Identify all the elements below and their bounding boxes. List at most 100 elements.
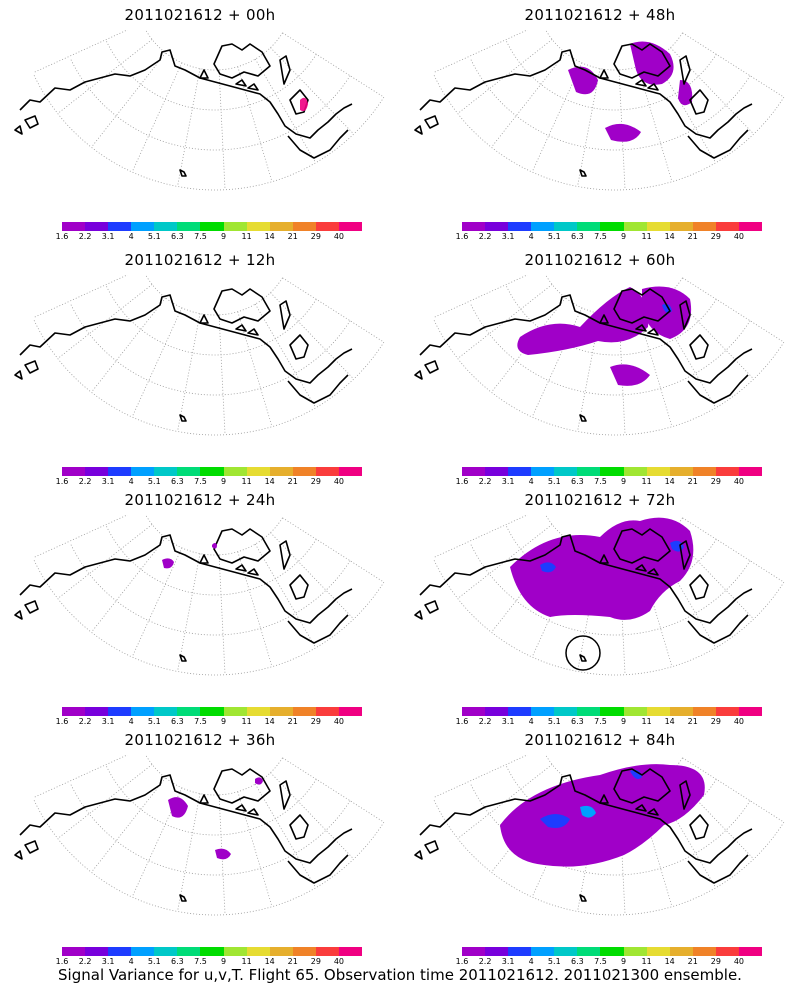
colorbar-swatch <box>223 707 247 716</box>
coastline <box>599 554 609 564</box>
colorbar-swatch <box>246 947 270 956</box>
colorbar-label: 5.1 <box>547 477 561 486</box>
colorbar-swatch <box>462 707 486 716</box>
colorbar-label: 21 <box>287 477 298 486</box>
variance-blob <box>162 558 174 569</box>
meridian-line <box>177 68 201 187</box>
meridian-line <box>282 277 385 343</box>
coastline <box>19 294 353 384</box>
panel-12h: 2011021612 + 12h 1.6 2.2 3.1 4 5.1 6.3 7.5 9 11 1… <box>0 245 400 486</box>
variance-blob <box>610 364 650 386</box>
coastline <box>414 850 423 860</box>
colorbar-swatch <box>85 467 109 476</box>
colorbar-label: 11 <box>641 477 652 486</box>
colorbar-swatch <box>62 222 86 231</box>
meridian-line <box>670 47 755 135</box>
colorbar-swatch <box>485 947 509 956</box>
colorbar-label: 14 <box>664 477 675 486</box>
map-12h <box>14 275 385 436</box>
colorbar-label: 3.1 <box>101 957 115 966</box>
variance-blob <box>678 80 693 106</box>
coastline <box>24 840 39 854</box>
colorbar-swatch <box>715 467 739 476</box>
colorbar-swatch <box>462 947 486 956</box>
latitude-circle <box>33 799 385 916</box>
coastline <box>213 288 271 324</box>
colorbar-swatch <box>485 707 509 716</box>
coastline <box>579 894 587 902</box>
colorbar-label: 29 <box>310 477 321 486</box>
colorbar-label: 1.6 <box>55 232 69 241</box>
meridian-line <box>577 68 601 187</box>
colorbar-label: 29 <box>710 477 721 486</box>
coastline <box>679 55 691 85</box>
colorbar-swatches <box>62 947 363 956</box>
colorbar-swatch <box>338 467 363 476</box>
meridian-line <box>670 772 755 860</box>
colorbar-label: 40 <box>733 477 745 486</box>
coastline <box>14 610 23 620</box>
coastline <box>419 534 753 624</box>
colorbar-label: 6.3 <box>171 232 184 241</box>
colorbar-swatch <box>531 222 555 231</box>
colorbar-swatch <box>315 707 339 716</box>
latitude-circle <box>69 542 351 636</box>
colorbar-swatch <box>269 222 293 231</box>
variance-blob <box>510 517 694 620</box>
colorbar-label: 4 <box>128 477 134 486</box>
colorbar-swatch <box>554 947 578 956</box>
coastline <box>424 115 439 129</box>
colorbar-swatch <box>292 707 316 716</box>
meridian-line <box>91 537 166 633</box>
meridian-line <box>237 791 273 907</box>
colorbar-swatch <box>600 467 624 476</box>
colorbar-swatch <box>462 222 486 231</box>
coastline <box>14 125 23 135</box>
colorbar-label: 7.5 <box>594 957 607 966</box>
variance-blob <box>580 805 596 818</box>
panel-24h: 2011021612 + 24h 1.6 2.2 3.1 4 5.1 6.3 7.5 9 11 1… <box>0 485 400 726</box>
coastline <box>24 600 39 614</box>
meridian-line <box>270 47 355 135</box>
coastline <box>689 574 709 600</box>
panel-title: 2011021612 + 24h <box>124 491 276 509</box>
panel-title: 2011021612 + 48h <box>524 6 676 24</box>
colorbar-swatch <box>223 222 247 231</box>
meridian-line <box>254 783 317 888</box>
meridian-line <box>432 275 529 319</box>
coastline <box>647 328 659 336</box>
panel-title: 2011021612 + 00h <box>124 6 276 24</box>
panel-72h: 2011021612 + 72h 1.6 2.2 3.1 4 5.1 6.3 7.5 9 11 1… <box>400 485 800 726</box>
coastline <box>199 69 209 79</box>
colorbar-label: 3.1 <box>501 477 515 486</box>
colorbar-label: 21 <box>287 717 298 726</box>
meridian-line <box>32 30 129 74</box>
meridian-line <box>131 547 183 658</box>
latitude-circle <box>106 40 317 111</box>
panel-00h: 2011021612 + 00h 1.6 2.2 3.1 4 5.1 6.3 7.5 9 11 1… <box>0 0 400 241</box>
meridian-line <box>577 553 601 672</box>
meridian-line <box>254 543 317 648</box>
variance-blob <box>168 797 188 818</box>
meridian-line <box>32 275 129 319</box>
coastline <box>199 554 209 564</box>
meridian-line <box>32 515 129 559</box>
latitude-circle <box>433 799 785 916</box>
meridian-line <box>270 772 355 860</box>
colorbar-swatch <box>715 222 739 231</box>
meridian-line <box>177 553 201 672</box>
coastline <box>287 129 349 159</box>
coastline <box>279 540 291 570</box>
colorbar-swatch <box>246 707 270 716</box>
coastline <box>689 814 709 840</box>
variance-blob <box>500 764 705 867</box>
colorbar-label: 2.2 <box>78 717 92 726</box>
meridian-line <box>654 543 717 648</box>
coastline <box>289 334 309 360</box>
colorbar-label: 1.6 <box>455 232 469 241</box>
coastline <box>424 840 439 854</box>
colorbar-label: 21 <box>687 957 698 966</box>
colorbar: 1.6 2.2 3.1 4 5.1 6.3 7.5 9 11 14 21 29 40 <box>456 467 763 489</box>
colorbar-swatch <box>646 707 670 716</box>
coastline <box>19 49 353 139</box>
